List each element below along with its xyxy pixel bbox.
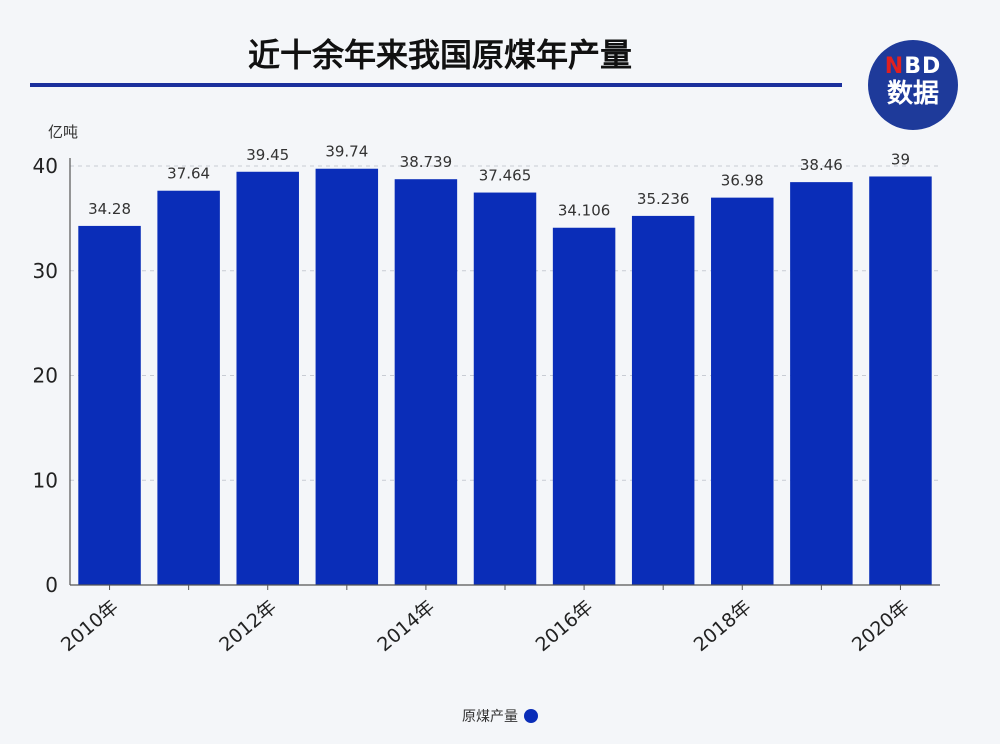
logo-bd: BD <box>904 54 942 79</box>
data-label: 37.465 <box>479 167 532 185</box>
value-labels: 34.28 37.64 39.45 39.74 38.739 37.465 34.106 35… <box>88 143 910 220</box>
bar <box>236 171 299 586</box>
bar <box>78 225 141 586</box>
data-label: 35.236 <box>637 190 690 208</box>
logo-data-text: 数据 <box>886 79 939 109</box>
bar <box>711 197 774 585</box>
x-tick-label: 2012年 <box>215 596 281 656</box>
bar <box>552 227 616 585</box>
data-label: 39 <box>891 150 910 168</box>
data-label: 34.106 <box>558 202 611 220</box>
y-axis: 亿吨 0 10 20 30 40 <box>33 123 78 597</box>
bar <box>869 176 932 585</box>
legend-marker <box>524 709 538 723</box>
bars <box>78 168 932 586</box>
nbd-logo: NBD 数据 <box>868 40 958 130</box>
title-underline <box>30 83 842 87</box>
x-tick-label: 2014年 <box>373 596 439 656</box>
bar <box>157 190 220 585</box>
y-tick-label: 40 <box>33 154 58 178</box>
legend: 原煤产量 <box>0 706 1000 726</box>
bar <box>631 215 695 585</box>
legend-label: 原煤产量 <box>462 709 518 725</box>
bar <box>473 192 537 585</box>
x-tick-label: 2010年 <box>57 596 123 656</box>
chart-title: 近十余年来我国原煤年产量 <box>247 36 632 74</box>
data-label: 39.45 <box>246 146 289 164</box>
y-axis-unit-label: 亿吨 <box>48 123 78 141</box>
bar <box>394 179 458 585</box>
data-label: 38.46 <box>800 156 843 174</box>
bar <box>315 168 379 585</box>
y-tick-label: 0 <box>45 573 58 597</box>
y-tick-label: 30 <box>33 259 58 283</box>
logo-n: N <box>884 54 905 79</box>
data-label: 38.739 <box>400 153 453 171</box>
y-tick-label: 20 <box>33 364 58 388</box>
x-tick-label: 2020年 <box>848 596 914 656</box>
data-label: 37.64 <box>167 165 210 183</box>
x-tick-label: 2016年 <box>532 596 598 656</box>
y-tick-label: 10 <box>33 468 58 492</box>
data-label: 39.74 <box>325 143 368 161</box>
bar <box>790 182 853 585</box>
x-tick-label: 2018年 <box>690 596 756 656</box>
x-axis: 2010年 2012年 2014年 2016年 2018年 2020年 <box>57 584 940 656</box>
data-label: 36.98 <box>721 172 764 190</box>
data-label: 34.28 <box>88 200 131 218</box>
